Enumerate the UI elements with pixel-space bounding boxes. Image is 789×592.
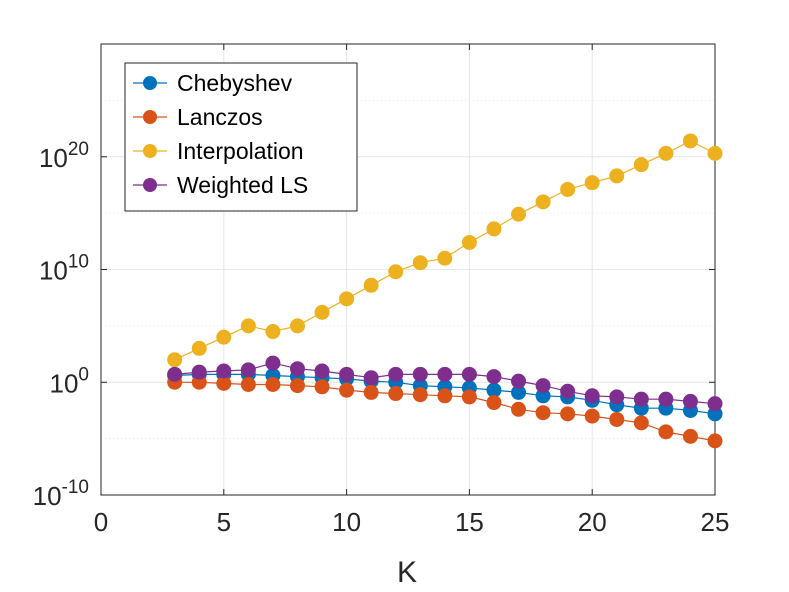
- data-point: [314, 379, 330, 395]
- x-tick-label: 15: [455, 507, 484, 537]
- x-axis-label: K: [397, 556, 417, 589]
- data-point: [535, 405, 551, 421]
- data-point: [707, 433, 723, 449]
- data-point: [461, 366, 477, 382]
- data-point: [167, 352, 183, 368]
- data-point: [240, 377, 256, 393]
- data-point: [388, 264, 404, 280]
- data-point: [437, 388, 453, 404]
- series-interpolation: [167, 133, 723, 368]
- data-point: [486, 221, 502, 237]
- data-point: [535, 194, 551, 210]
- x-tick-label: 20: [578, 507, 607, 537]
- series-group: [167, 133, 723, 449]
- data-point: [584, 175, 600, 191]
- data-point: [633, 391, 649, 407]
- data-point: [265, 324, 281, 340]
- y-tick-label: 100: [50, 364, 90, 398]
- data-point: [560, 383, 576, 399]
- data-point: [388, 366, 404, 382]
- data-point: [560, 406, 576, 422]
- legend-marker: [143, 144, 157, 158]
- y-tick-label: 1020: [39, 139, 89, 173]
- data-point: [216, 329, 232, 345]
- data-point: [363, 370, 379, 386]
- data-point: [658, 391, 674, 407]
- data-point: [609, 411, 625, 427]
- data-point: [289, 318, 305, 334]
- data-point: [289, 361, 305, 377]
- data-point: [388, 386, 404, 402]
- data-point: [707, 145, 723, 161]
- data-point: [240, 318, 256, 334]
- data-point: [412, 366, 428, 382]
- data-point: [658, 145, 674, 161]
- data-point: [191, 340, 207, 356]
- data-point: [216, 363, 232, 379]
- data-point: [560, 181, 576, 197]
- data-point: [486, 382, 502, 398]
- data-point: [289, 378, 305, 394]
- data-point: [191, 364, 207, 380]
- data-point: [511, 373, 527, 389]
- data-point: [265, 355, 281, 371]
- legend-label: Weighted LS: [177, 172, 308, 198]
- data-point: [658, 424, 674, 440]
- legend: Chebyshev Lanczos Interpolation Weighted LS: [124, 62, 358, 212]
- data-point: [412, 387, 428, 403]
- y-tick-label: 10-10: [33, 477, 89, 511]
- x-tick-label: 25: [701, 507, 730, 537]
- data-point: [461, 234, 477, 250]
- data-point: [486, 395, 502, 411]
- data-point: [633, 415, 649, 431]
- y-tick-label: 1010: [39, 252, 89, 286]
- data-point: [633, 157, 649, 173]
- data-point: [240, 362, 256, 378]
- data-point: [535, 378, 551, 394]
- data-point: [412, 255, 428, 271]
- data-point: [265, 377, 281, 393]
- series-lanczos: [167, 374, 723, 449]
- data-point: [437, 366, 453, 382]
- x-tick-label: 5: [217, 507, 231, 537]
- legend-marker: [143, 178, 157, 192]
- tick-labels: 0 5 10 15 20 25 10-10 100 1010 1020: [33, 139, 730, 537]
- data-point: [437, 250, 453, 266]
- data-point: [682, 428, 698, 444]
- data-point: [461, 389, 477, 405]
- data-point: [167, 366, 183, 382]
- data-point: [339, 382, 355, 398]
- legend-label: Chebyshev: [177, 70, 293, 96]
- data-point: [339, 291, 355, 307]
- data-point: [314, 363, 330, 379]
- data-point: [314, 304, 330, 320]
- data-point: [609, 389, 625, 405]
- legend-marker: [143, 76, 157, 90]
- data-point: [584, 388, 600, 404]
- data-point: [363, 277, 379, 293]
- legend-label: Lanczos: [177, 104, 263, 130]
- x-tick-label: 0: [94, 507, 108, 537]
- data-point: [682, 393, 698, 409]
- data-point: [511, 401, 527, 417]
- legend-box: [124, 62, 358, 212]
- data-point: [682, 133, 698, 149]
- data-point: [609, 168, 625, 184]
- data-point: [486, 369, 502, 385]
- data-point: [363, 384, 379, 400]
- legend-label: Interpolation: [177, 138, 304, 164]
- legend-marker: [143, 110, 157, 124]
- series-weighted-ls: [167, 355, 723, 412]
- axes: [100, 43, 716, 496]
- x-tick-label: 10: [332, 507, 361, 537]
- data-point: [339, 366, 355, 382]
- data-point: [511, 206, 527, 222]
- data-point: [707, 396, 723, 412]
- data-point: [584, 408, 600, 424]
- data-point: [216, 375, 232, 391]
